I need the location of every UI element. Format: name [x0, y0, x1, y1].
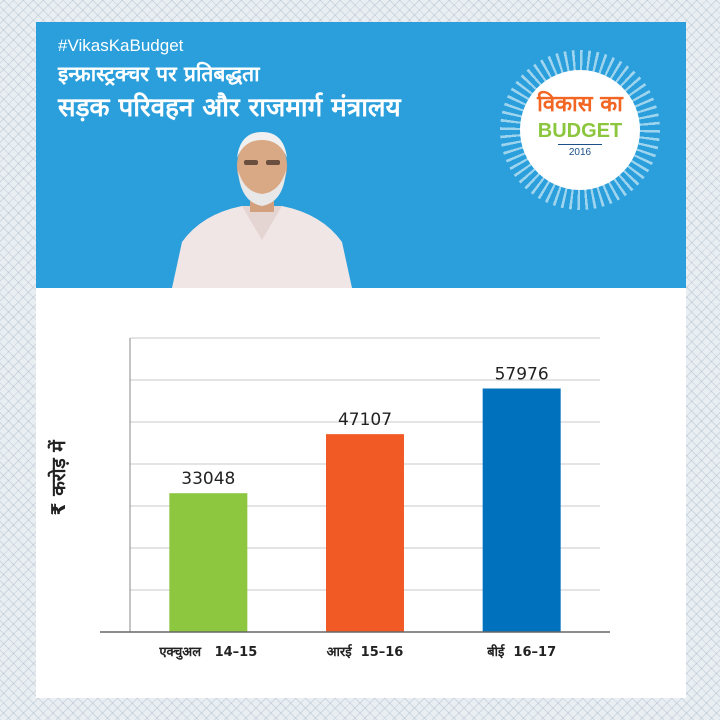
- category-label: आरई 15–16: [327, 644, 404, 660]
- data-label: 33048: [181, 469, 235, 489]
- seal-inner: विकास का BUDGET 2016: [520, 70, 640, 190]
- portrait-photo: [172, 132, 352, 288]
- vikas-ka-budget-seal: विकास का BUDGET 2016: [500, 50, 660, 210]
- seal-divider: [558, 144, 602, 145]
- header-banner: #VikasKaBudget इन्फ्रास्ट्रक्चर पर प्रति…: [36, 22, 686, 288]
- bar: [482, 388, 561, 632]
- hashtag: #VikasKaBudget: [58, 36, 184, 55]
- title-line-1: इन्फ्रास्ट्रक्चर पर प्रतिबद्धता: [58, 62, 260, 86]
- category-label: एक्चुअल 14–15: [158, 645, 257, 660]
- bar: [169, 493, 248, 632]
- title-line-2: सड़क परिवहन और राजमार्ग मंत्रालय: [58, 93, 401, 123]
- seal-year: 2016: [568, 147, 592, 158]
- y-axis-label: ₹ करोड़ में: [48, 440, 70, 516]
- category-label: बीई 16–17: [486, 644, 556, 660]
- data-label: 47107: [338, 410, 392, 430]
- seal-hindi-text: विकास का: [537, 92, 623, 117]
- data-label: 57976: [495, 365, 549, 385]
- bar: [326, 434, 404, 632]
- seal-budget-text: BUDGET: [537, 120, 623, 142]
